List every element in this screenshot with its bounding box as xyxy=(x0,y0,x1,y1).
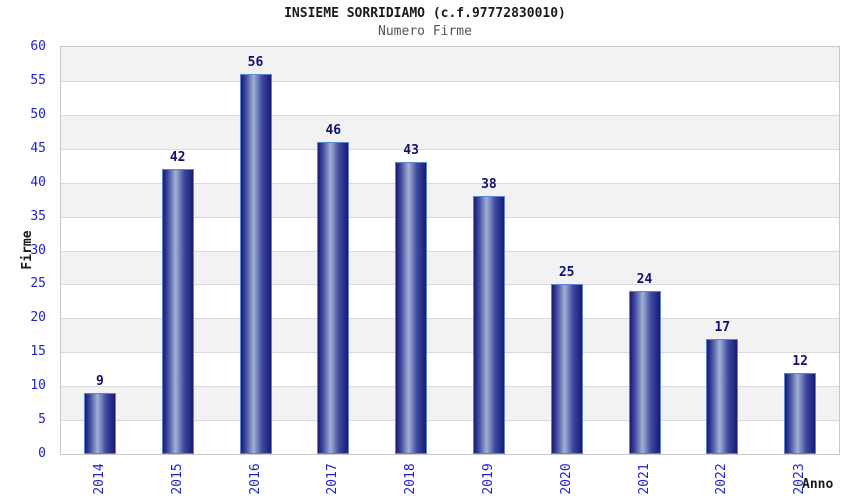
bar xyxy=(628,291,661,454)
y-axis-ticks: 0 5 10 15 20 25 30 35 40 45 50 55 60 xyxy=(0,39,54,461)
x-axis-label: Anno xyxy=(802,477,834,492)
grid-line xyxy=(61,386,839,388)
grid-line xyxy=(61,284,839,286)
grid-line xyxy=(61,216,839,218)
bar xyxy=(161,169,194,454)
bar-value-label: 25 xyxy=(558,265,575,281)
bar-value-label: 12 xyxy=(792,353,808,369)
bar xyxy=(83,392,116,454)
x-tick-label: 2020 xyxy=(558,463,574,495)
bar xyxy=(706,338,739,454)
grid-line xyxy=(61,420,839,422)
bar-value-label: 24 xyxy=(636,272,653,288)
bar xyxy=(550,284,583,454)
bar-value-label: 17 xyxy=(714,319,731,335)
y-tick-label: 25 xyxy=(30,276,46,292)
grid-line xyxy=(61,318,839,320)
y-axis-label: Firme xyxy=(20,230,35,270)
bar-value-label: 56 xyxy=(247,55,264,71)
grid-line xyxy=(61,352,839,354)
x-tick-label: 2014 xyxy=(91,463,107,495)
bar xyxy=(395,162,428,454)
y-tick-label: 30 xyxy=(30,242,46,258)
y-tick-label: 55 xyxy=(30,72,46,88)
bar xyxy=(239,74,272,454)
grid-line xyxy=(61,182,839,184)
bar xyxy=(784,372,817,454)
x-tick-label: 2019 xyxy=(480,463,496,495)
x-tick-label: 2016 xyxy=(247,463,263,495)
grid-line xyxy=(61,80,839,82)
x-tick-label: 2021 xyxy=(636,463,652,495)
bar xyxy=(472,196,505,454)
y-tick-label: 40 xyxy=(30,174,46,190)
grid-band xyxy=(61,80,839,115)
x-tick-label: 2018 xyxy=(403,463,419,495)
y-tick-label: 15 xyxy=(30,344,46,360)
y-tick-label: 45 xyxy=(30,140,46,156)
bar-value-label: 9 xyxy=(95,373,104,389)
x-axis-ticks: 2014 2015 2016 2017 2018 2019 2020 2021 2022 2023 xyxy=(61,456,839,500)
bar xyxy=(317,141,350,454)
plot-area: 9 42 56 46 43 38 25 24 17 12 xyxy=(60,46,840,455)
bar-value-label: 43 xyxy=(403,143,419,159)
y-tick-label: 35 xyxy=(30,208,46,224)
y-tick-label: 20 xyxy=(30,310,46,326)
grid-line xyxy=(61,114,839,116)
bar-value-label: 46 xyxy=(325,122,342,138)
x-tick-label: 2022 xyxy=(714,463,730,495)
x-tick-label: 2017 xyxy=(325,463,341,495)
grid-band xyxy=(61,114,839,149)
chart-title: INSIEME SORRIDIAMO (c.f.97772830010) xyxy=(284,6,566,21)
bar-value-label: 38 xyxy=(481,177,497,193)
y-tick-label: 10 xyxy=(30,378,46,394)
y-tick-label: 60 xyxy=(30,39,46,54)
y-tick-label: 5 xyxy=(38,412,46,428)
grid-line xyxy=(61,148,839,150)
y-tick-label: 0 xyxy=(38,446,46,461)
chart-subtitle: Numero Firme xyxy=(378,24,472,39)
bar-value-label: 42 xyxy=(169,150,186,166)
y-tick-label: 50 xyxy=(30,106,46,122)
x-tick-label: 2015 xyxy=(169,463,185,495)
grid-band xyxy=(61,47,839,81)
grid-line xyxy=(61,250,839,252)
